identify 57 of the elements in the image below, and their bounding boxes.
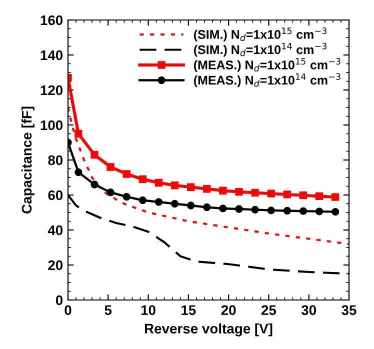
- x-tick-label: 15: [182, 305, 196, 316]
- x-tick-label: 5: [104, 305, 112, 316]
- point: [219, 204, 227, 212]
- x-tick-label: 10: [141, 305, 156, 316]
- y-axis-title: Capacitance [fF]: [21, 106, 34, 214]
- point: [251, 188, 259, 197]
- point: [138, 196, 146, 204]
- point: [203, 185, 211, 193]
- x-tick-label: 0: [64, 305, 72, 316]
- point: [106, 163, 114, 171]
- point: [219, 186, 227, 194]
- x-axis-title: Reverse voltage [V]: [144, 323, 272, 336]
- y-tick-label: 0: [56, 295, 63, 306]
- point: [170, 200, 179, 208]
- point: [154, 178, 163, 187]
- y-tick-label: 20: [48, 260, 63, 270]
- x-tick-label: 30: [301, 305, 316, 316]
- x-tick-label: 35: [342, 305, 356, 316]
- point: [90, 150, 98, 159]
- point: [74, 130, 82, 138]
- point: [122, 170, 130, 178]
- y-tick-label: 60: [48, 190, 63, 200]
- point: [251, 206, 259, 214]
- point: [106, 188, 114, 196]
- point: [187, 202, 195, 210]
- point: [299, 192, 308, 200]
- y-tick-label: 160: [40, 15, 63, 26]
- point: [315, 192, 324, 200]
- legend-label: (SIM.) N$_{d}$=1x10$^{14}$ cm$^{−3}$: [194, 42, 326, 57]
- point: [122, 192, 130, 201]
- y-tick-label: 80: [48, 155, 63, 166]
- legend-label: (SIM.) N$_{d}$=1x10$^{15}$ cm$^{−3}$: [194, 28, 326, 42]
- point: [332, 208, 340, 216]
- y-tick-label: 140: [40, 50, 63, 60]
- point: [170, 182, 179, 190]
- point: [203, 203, 211, 212]
- y-tick-label: 100: [40, 120, 63, 130]
- point: [283, 190, 291, 198]
- point: [299, 207, 308, 215]
- point: [90, 180, 98, 188]
- point: [267, 190, 275, 198]
- legend-label: (MEAS.) N$_{d}$=1x10$^{15}$ cm$^{−3}$: [194, 58, 340, 72]
- x-tick-label: 25: [261, 305, 276, 316]
- point: [138, 175, 146, 184]
- point: [315, 208, 324, 216]
- point: [235, 188, 243, 196]
- x-tick-label: 20: [221, 305, 236, 316]
- y-tick-label: 40: [48, 225, 63, 236]
- point: [267, 206, 275, 214]
- point: [187, 183, 195, 191]
- point: [154, 198, 163, 206]
- point: [332, 193, 340, 201]
- point: [74, 168, 82, 176]
- point: [235, 205, 243, 213]
- point: [283, 206, 291, 215]
- y-tick-label: 120: [40, 85, 63, 96]
- legend-label: (MEAS.) N$_{d}$=1x10$^{14}$ cm$^{−3}$: [194, 73, 340, 88]
